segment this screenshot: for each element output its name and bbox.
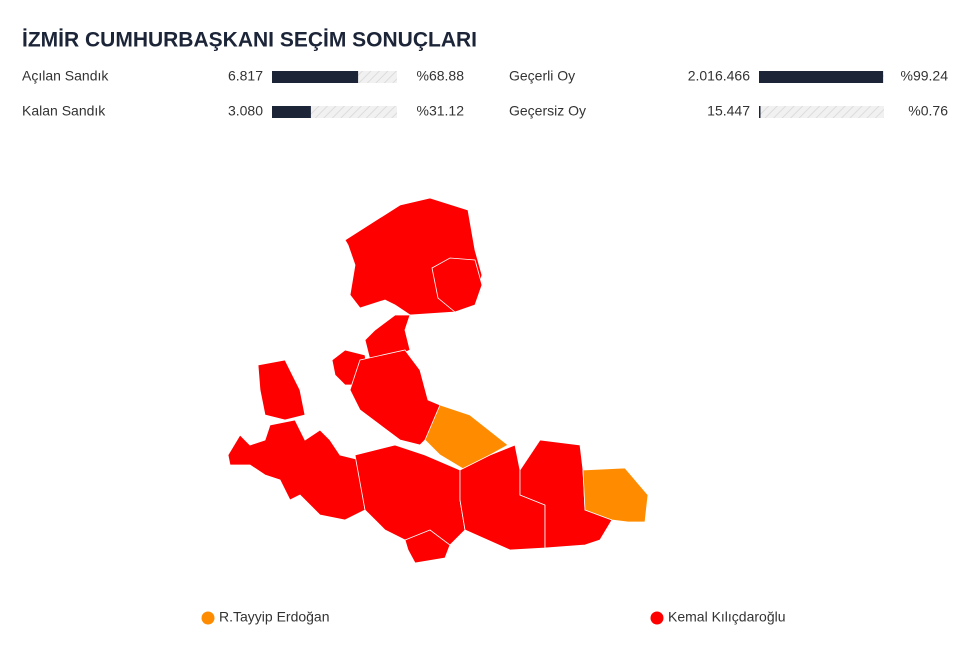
bar-fill (759, 106, 761, 118)
bar-fill (759, 71, 884, 83)
region (431, 257, 483, 313)
map (227, 197, 649, 564)
stat-percent: %68.88 (417, 68, 465, 84)
bar-track (759, 106, 884, 118)
stat-label: Geçerli Oy (509, 68, 575, 84)
stat-label: Geçersiz Oy (509, 103, 586, 119)
legend-swatch (650, 611, 664, 625)
bar-fill (272, 71, 359, 83)
stat-label: Açılan Sandık (22, 68, 109, 84)
stat-percent: %31.12 (417, 103, 465, 119)
region (404, 529, 451, 564)
stat-count: 3.080 (228, 103, 263, 119)
stat-count: 2.016.466 (688, 68, 750, 84)
stat-count: 6.817 (228, 68, 263, 84)
region (519, 439, 613, 549)
legend-label: Kemal Kılıçdaroğlu (668, 609, 786, 625)
region (257, 359, 306, 421)
bar-fill (272, 106, 311, 118)
stat-percent: %0.76 (908, 103, 948, 119)
region (227, 419, 366, 521)
region (582, 467, 649, 523)
page-title: İZMİR CUMHURBAŞKANI SEÇİM SONUÇLARI (22, 29, 477, 52)
legend-swatch (201, 611, 215, 625)
legend-label: R.Tayyip Erdoğan (219, 609, 330, 625)
stat-label: Kalan Sandık (22, 103, 106, 119)
stat-percent: %99.24 (901, 68, 949, 84)
region (354, 444, 466, 546)
region (349, 349, 441, 446)
stat-count: 15.447 (707, 103, 750, 119)
